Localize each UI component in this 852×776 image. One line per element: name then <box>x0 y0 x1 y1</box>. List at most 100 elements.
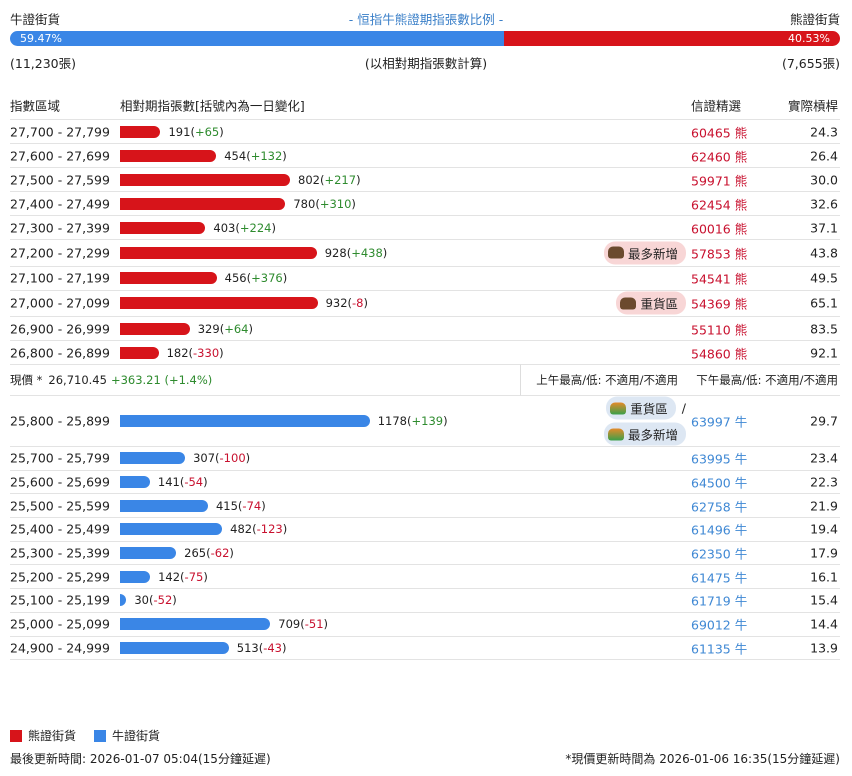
code: 62454 熊 <box>691 194 747 213</box>
col-header: 實際槓桿 <box>787 98 838 113</box>
code-number: 60465 <box>691 125 731 140</box>
change: -43 <box>259 641 287 655</box>
side: 熊 <box>734 346 748 361</box>
count: 142 <box>158 569 181 584</box>
tag: 最多新增 <box>603 241 686 265</box>
code-number: 57853 <box>691 246 731 262</box>
range: 27,500 - 27,599 <box>10 172 110 187</box>
leverage: 21.9 <box>810 498 838 514</box>
side: 牛 <box>734 546 748 562</box>
legend-label: 熊證街貨 <box>28 729 77 743</box>
bar <box>120 523 223 536</box>
code: 54541 熊 <box>691 269 747 288</box>
count-label: 932-8 <box>326 296 368 310</box>
leverage: 83.5 <box>810 321 838 336</box>
code: 60465 熊 <box>691 122 747 141</box>
range: 25,800 - 25,899 <box>10 413 110 429</box>
code: 54369 熊 <box>691 294 747 313</box>
leverage: 23.4 <box>810 450 838 466</box>
count: 802 <box>298 172 320 187</box>
ratio-bar: 59.47% 40.53% <box>10 31 840 46</box>
count-label: 709-51 <box>278 617 328 631</box>
count: 932 <box>325 296 348 311</box>
leverage: 49.5 <box>810 270 838 286</box>
bar <box>120 452 186 465</box>
leverage: 15.4 <box>810 592 838 608</box>
count-label: 415-74 <box>216 499 266 513</box>
code: 69012 牛 <box>691 615 747 634</box>
price-change: +363.21 (+1.4%) <box>110 373 213 387</box>
price: 26,710.45 <box>48 373 107 387</box>
bar <box>120 197 286 210</box>
code-number: 59971 <box>691 173 731 188</box>
side: 熊 <box>734 322 748 337</box>
change: -62 <box>206 546 234 560</box>
icon <box>607 246 624 259</box>
range: 25,500 - 25,599 <box>10 498 110 514</box>
bear-heading: 熊證街貨 <box>789 12 840 27</box>
count: 454 <box>224 148 247 163</box>
bar <box>120 173 291 186</box>
footer-right: *現價更新時間為 2026-01-06 16:35(15分鐘延遲) <box>565 752 840 766</box>
code: 63995 牛 <box>691 449 747 468</box>
leverage: 24.3 <box>810 124 838 139</box>
leverage: 22.3 <box>810 474 838 490</box>
count: 265 <box>184 546 207 561</box>
count: 403 <box>213 220 236 235</box>
change: -75 <box>180 570 208 584</box>
side: 牛 <box>734 499 748 515</box>
range: 25,200 - 25,299 <box>10 569 110 585</box>
bar <box>120 297 318 310</box>
side: 熊 <box>734 221 748 236</box>
leverage: 43.8 <box>810 245 838 261</box>
tag-line: 最多新增 <box>603 241 686 265</box>
code-number: 54541 <box>691 271 731 287</box>
bar <box>120 499 208 512</box>
code: 61135 牛 <box>691 638 747 657</box>
icon <box>610 402 627 414</box>
side: 牛 <box>734 570 748 586</box>
legend: 熊證街貨 牛證街貨 <box>10 727 160 744</box>
count: 456 <box>224 271 247 285</box>
bull-segment: 59.47% <box>10 31 504 46</box>
bar <box>120 221 206 234</box>
side: 牛 <box>734 451 748 467</box>
change: -74 <box>238 499 266 513</box>
bar <box>120 641 229 654</box>
count-label: 802+217 <box>298 173 361 187</box>
count: 307 <box>193 451 216 466</box>
bar <box>120 125 161 138</box>
code-number: 63995 <box>691 451 731 467</box>
tag-line: 最多新增 <box>603 422 686 446</box>
code: 61496 牛 <box>691 520 747 539</box>
count-label: 1178+139 <box>378 414 448 428</box>
code: 64500 牛 <box>691 473 747 492</box>
leverage: 14.4 <box>810 616 838 632</box>
side: 牛 <box>734 641 748 657</box>
count-label: 780+310 <box>293 197 356 211</box>
count: 513 <box>236 640 259 655</box>
code: 62758 牛 <box>691 496 747 515</box>
change: +139 <box>407 414 448 428</box>
range: 26,800 - 26,899 <box>10 345 110 360</box>
code: 63997 牛 <box>691 412 747 431</box>
title: - 恒指牛熊證期指張數比例 - <box>348 12 504 27</box>
code: 61475 牛 <box>691 567 747 586</box>
bear-segment: 40.53% <box>503 31 840 46</box>
count-label: 141-54 <box>158 475 208 489</box>
change: +310 <box>315 197 356 211</box>
change: +376 <box>247 271 288 285</box>
code-number: 60016 <box>691 221 731 236</box>
count-label: 403+224 <box>213 221 276 235</box>
count: 191 <box>168 124 191 139</box>
code: 59971 熊 <box>691 170 747 189</box>
tag-line: 重貨區 <box>616 291 686 315</box>
